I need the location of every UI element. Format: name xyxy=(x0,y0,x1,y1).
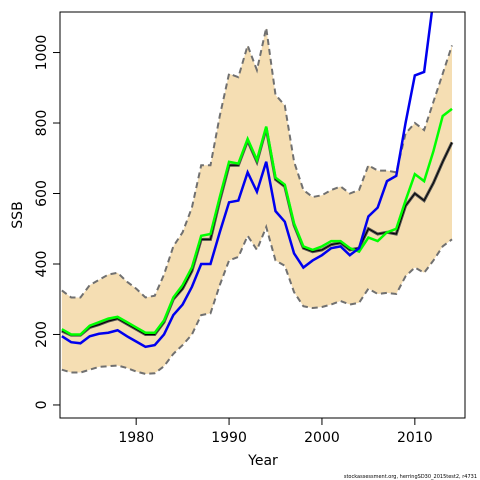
y-tick-label: 600 xyxy=(34,180,50,207)
y-tick-label: 400 xyxy=(34,251,50,278)
x-tick-label: 2000 xyxy=(304,430,340,446)
series-line xyxy=(61,107,453,336)
plot-area xyxy=(61,12,454,375)
y-tick-label: 1000 xyxy=(34,35,50,71)
series-line xyxy=(61,12,434,349)
plot-frame xyxy=(59,11,466,419)
y-tick-label: 800 xyxy=(34,110,50,137)
footer: stockassessment.org, herringSD30_2015tes… xyxy=(344,474,477,480)
x-axis-label: Year xyxy=(247,453,278,469)
band-upper xyxy=(61,27,453,299)
y-tick-label: 0 xyxy=(34,400,50,409)
y-tick-label: 200 xyxy=(34,321,50,348)
x-tick-label: 2010 xyxy=(397,430,433,446)
y-axis-label: SSB xyxy=(10,201,26,228)
confidence-band xyxy=(61,27,452,374)
x-tick-label: 1990 xyxy=(211,430,247,446)
x-tick-label: 1980 xyxy=(118,430,154,446)
